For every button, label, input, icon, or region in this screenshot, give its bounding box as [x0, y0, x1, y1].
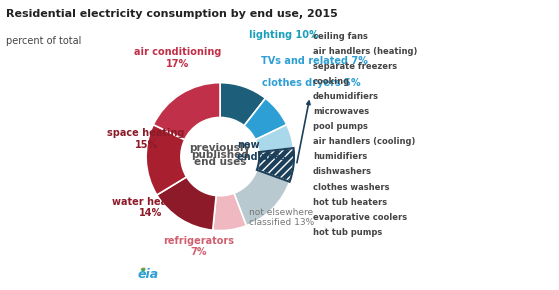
- Wedge shape: [234, 170, 290, 226]
- Text: air handlers (cooling): air handlers (cooling): [313, 137, 415, 146]
- Text: hot tub heaters: hot tub heaters: [313, 197, 387, 207]
- Text: previously: previously: [190, 143, 250, 153]
- Text: clothes dryers 5%: clothes dryers 5%: [262, 78, 361, 88]
- Text: water heating
14%: water heating 14%: [112, 197, 189, 218]
- Text: published: published: [191, 150, 249, 160]
- Wedge shape: [213, 193, 247, 231]
- Wedge shape: [244, 98, 287, 140]
- Text: Residential electricity consumption by end use, 2015: Residential electricity consumption by e…: [6, 9, 337, 19]
- Wedge shape: [146, 125, 187, 195]
- Wedge shape: [157, 177, 216, 230]
- Text: percent of total: percent of total: [6, 36, 81, 46]
- Wedge shape: [153, 83, 220, 140]
- Text: humidifiers: humidifiers: [313, 152, 367, 162]
- Text: separate freezers: separate freezers: [313, 62, 397, 71]
- Wedge shape: [255, 125, 293, 152]
- Text: refrigerators
7%: refrigerators 7%: [163, 236, 234, 257]
- Text: TVs and related 7%: TVs and related 7%: [260, 56, 367, 66]
- Text: not elsewhere
classified 13%: not elsewhere classified 13%: [249, 208, 314, 227]
- Text: clothes washers: clothes washers: [313, 182, 390, 192]
- Text: dishwashers: dishwashers: [313, 167, 372, 177]
- Text: space heating
15%: space heating 15%: [107, 128, 185, 150]
- Text: pool pumps: pool pumps: [313, 122, 368, 131]
- Text: cooking: cooking: [313, 77, 350, 86]
- Text: end uses: end uses: [194, 157, 246, 167]
- Text: dehumidifiers: dehumidifiers: [313, 92, 379, 101]
- Text: evaporative coolers: evaporative coolers: [313, 213, 407, 222]
- Wedge shape: [257, 148, 294, 182]
- Text: air conditioning
17%: air conditioning 17%: [134, 47, 222, 69]
- Text: new
end uses: new end uses: [238, 140, 287, 162]
- Text: eia: eia: [138, 268, 159, 280]
- Text: ceiling fans: ceiling fans: [313, 32, 368, 41]
- Text: microwaves: microwaves: [313, 107, 369, 116]
- Text: hot tub pumps: hot tub pumps: [313, 228, 382, 237]
- Text: air handlers (heating): air handlers (heating): [313, 47, 417, 56]
- Text: lighting 10%: lighting 10%: [249, 30, 319, 40]
- Wedge shape: [220, 83, 266, 126]
